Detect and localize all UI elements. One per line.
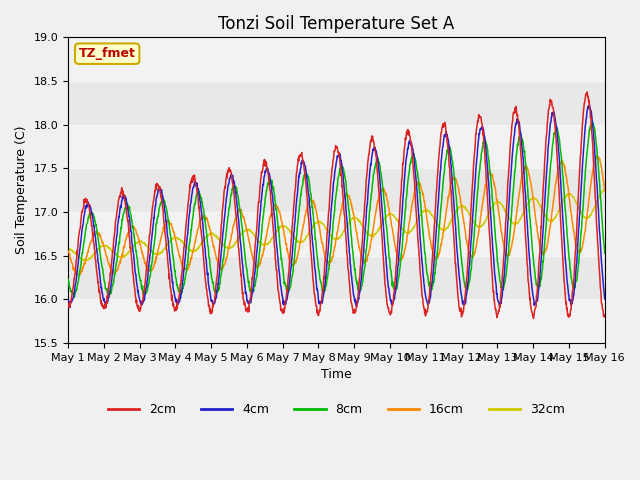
Title: Tonzi Soil Temperature Set A: Tonzi Soil Temperature Set A [218, 15, 454, 33]
X-axis label: Time: Time [321, 368, 352, 381]
Bar [68, 125, 605, 168]
Y-axis label: Soil Temperature (C): Soil Temperature (C) [15, 126, 28, 254]
Bar [68, 212, 605, 256]
Bar [68, 300, 605, 343]
Bar [68, 37, 605, 81]
Text: TZ_fmet: TZ_fmet [79, 47, 136, 60]
Legend: 2cm, 4cm, 8cm, 16cm, 32cm: 2cm, 4cm, 8cm, 16cm, 32cm [103, 398, 570, 421]
